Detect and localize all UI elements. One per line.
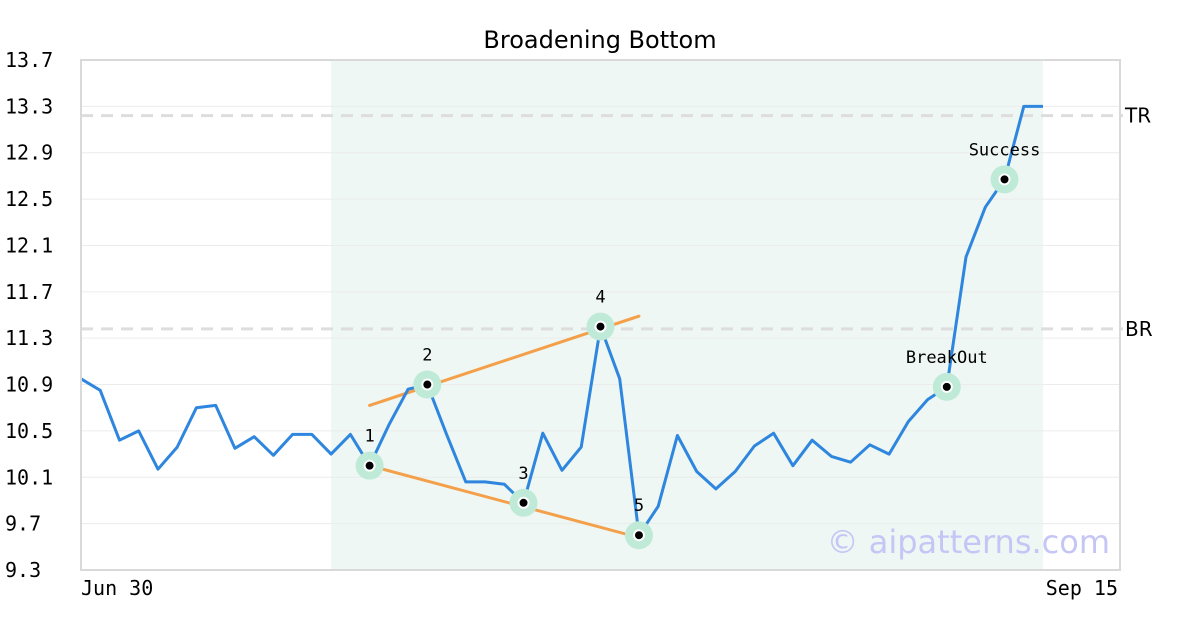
y-tick-label: 9.7 (5, 512, 41, 536)
marker-dot (421, 378, 434, 391)
marker-dot (517, 496, 530, 509)
trendline (368, 464, 641, 540)
y-tick-label: 11.7 (5, 280, 53, 304)
marker-dot (594, 320, 607, 333)
y-tick-label: 10.5 (5, 419, 53, 443)
level-label: TR (1124, 104, 1151, 128)
y-tick-label: 13.3 (5, 94, 53, 118)
annotation-label: 4 (595, 288, 605, 308)
marker-dot (998, 173, 1011, 186)
y-tick-label: 12.9 (5, 141, 53, 165)
y-tick-label: 11.3 (5, 326, 53, 350)
price-line (80, 104, 1043, 537)
y-tick-label: 10.9 (5, 373, 53, 397)
marker-dot (940, 380, 953, 393)
annotation-label: 1 (364, 427, 374, 447)
chart-title: Broadening Bottom (483, 26, 716, 54)
annotation-label: 5 (634, 496, 644, 516)
plot-frame (80, 59, 1121, 571)
watermark: © aipatterns.com (827, 523, 1110, 561)
y-tick-label: 9.3 (5, 558, 41, 582)
pattern-region (331, 60, 1043, 570)
annotation-label: 2 (422, 346, 432, 366)
y-tick-label: 13.7 (5, 48, 53, 72)
y-tick-label: 12.1 (5, 233, 53, 257)
y-tick-label: 10.1 (5, 465, 53, 489)
level-label: BR (1125, 317, 1153, 341)
x-tick-label: Sep 15 (1046, 576, 1118, 600)
y-tick-label: 12.5 (5, 187, 53, 211)
marker-dot (363, 459, 376, 472)
annotation-label: Success (969, 140, 1041, 160)
marker-dot (632, 529, 645, 542)
x-tick-label: Jun 30 (81, 576, 153, 600)
annotation-label: BreakOut (906, 348, 988, 368)
annotation-label: 3 (518, 464, 528, 484)
